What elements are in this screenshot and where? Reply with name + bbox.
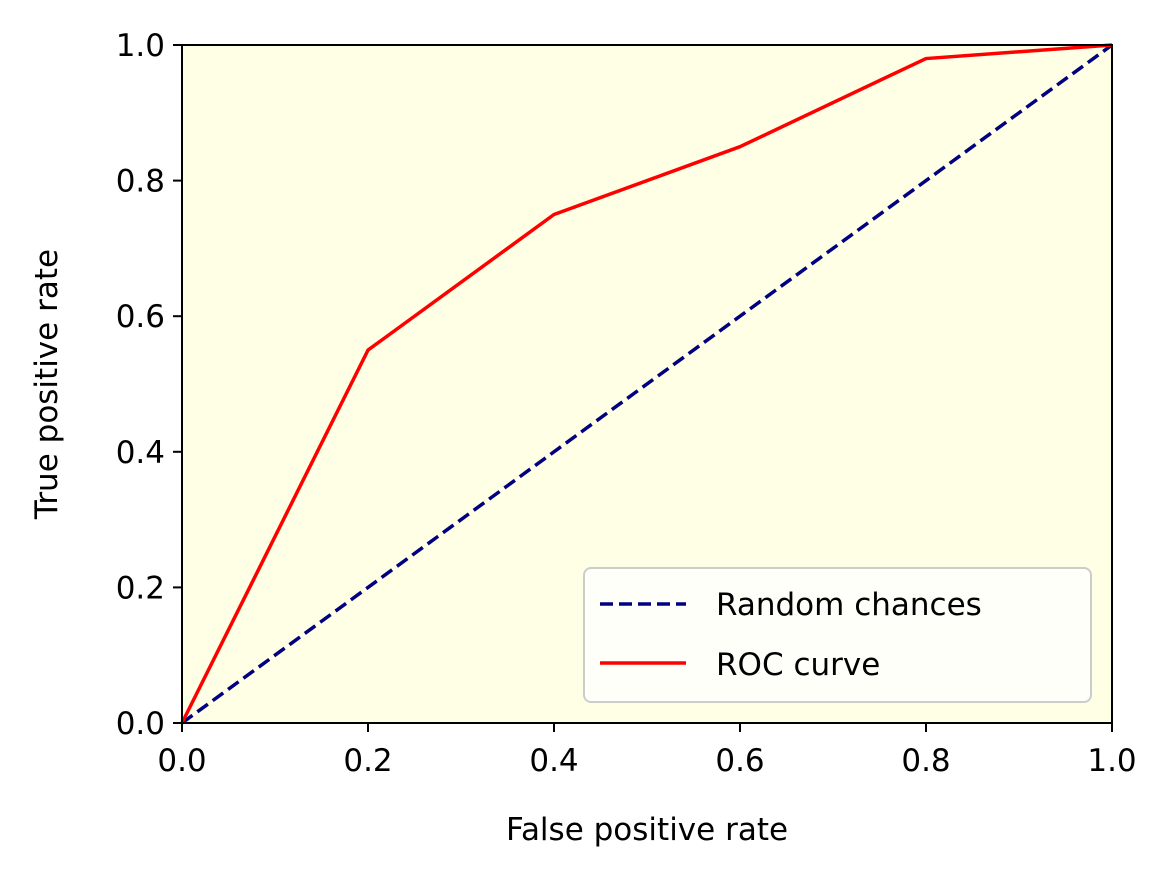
y-tick-label: 0.0: [116, 706, 165, 742]
x-axis: 0.0 0.2 0.4 0.6 0.8 1.0: [157, 723, 1137, 779]
y-tick-label: 0.4: [116, 435, 165, 471]
y-tick-label: 0.8: [116, 164, 165, 200]
series-line-roc-curve: [180, 43, 1113, 724]
y-tick-label: 0.2: [116, 570, 165, 606]
series-layer: [180, 43, 1114, 725]
legend-box: [583, 567, 1092, 703]
x-tick-label: 0.0: [157, 743, 206, 779]
y-axis: 0.0 0.2 0.4 0.6 0.8 1.0: [116, 28, 182, 742]
y-tick-label: 0.6: [116, 299, 165, 335]
series-line-random-chances: [180, 43, 1114, 725]
legend-label-roc-curve: ROC curve: [716, 647, 880, 683]
legend-label-random-chances: Random chances: [716, 587, 982, 623]
x-tick-label: 0.2: [343, 743, 392, 779]
x-tick-label: 0.4: [529, 743, 578, 779]
plot-frame: [181, 44, 1113, 724]
y-tick-label: 1.0: [116, 28, 165, 64]
x-axis-label: False positive rate: [506, 812, 788, 848]
x-tick-label: 0.6: [715, 743, 764, 779]
legend: Random chances ROC curve: [583, 567, 1092, 703]
x-tick-label: 0.8: [901, 743, 950, 779]
y-axis-label: True positive rate: [29, 249, 65, 520]
x-tick-label: 1.0: [1087, 743, 1136, 779]
